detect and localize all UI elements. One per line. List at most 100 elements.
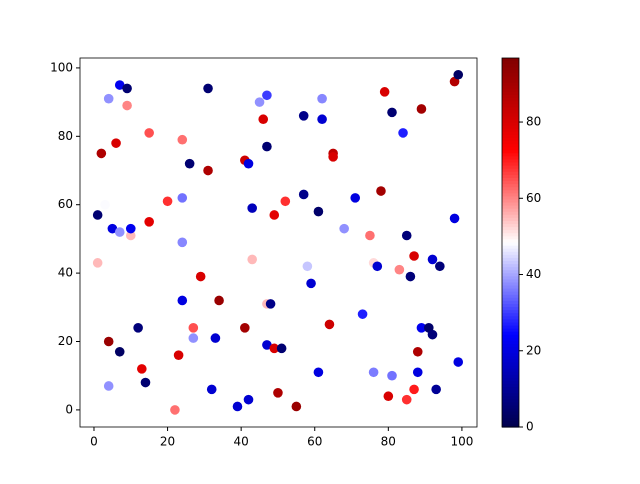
point xyxy=(203,165,213,176)
colorbar-segment xyxy=(502,128,519,133)
colorbar-segment xyxy=(502,104,519,108)
point xyxy=(405,271,416,282)
colorbar-segment xyxy=(502,267,519,271)
point xyxy=(137,364,147,374)
point xyxy=(92,210,103,220)
colorbar-segment xyxy=(502,371,519,376)
colorbar-segment xyxy=(502,184,519,188)
colorbar-segment xyxy=(502,190,519,194)
colorbar-segment xyxy=(502,325,519,330)
point xyxy=(262,90,272,101)
y-tick-label: 40 xyxy=(58,266,73,280)
colorbar-segment xyxy=(502,347,519,351)
colorbar-segment xyxy=(502,116,519,121)
colorbar-segment xyxy=(502,236,519,241)
point xyxy=(243,158,254,169)
colorbar-segment xyxy=(502,125,519,130)
point xyxy=(409,251,419,261)
colorbar-segment xyxy=(502,365,519,370)
point xyxy=(122,100,132,111)
colorbar-segment xyxy=(502,73,519,78)
colorbar-segment xyxy=(502,101,519,105)
colorbar-segment xyxy=(502,297,519,302)
point xyxy=(210,333,221,343)
x-tick-label: 80 xyxy=(381,435,396,449)
colorbar-segment xyxy=(502,67,519,71)
colorbar-segment xyxy=(502,205,519,210)
point xyxy=(306,278,316,289)
point xyxy=(103,381,114,391)
point xyxy=(431,384,441,395)
colorbar-segment xyxy=(502,177,519,182)
colorbar-segment xyxy=(502,196,519,201)
point xyxy=(427,254,438,265)
point xyxy=(195,271,206,282)
point xyxy=(357,309,368,319)
colorbar-segment xyxy=(502,264,519,268)
colorbar-segment xyxy=(502,147,519,151)
y-tick-label: 80 xyxy=(58,129,73,143)
point xyxy=(177,193,188,203)
colorbar-segment xyxy=(502,97,519,102)
y-tick-label: 100 xyxy=(50,60,73,74)
colorbar-segment xyxy=(502,82,519,87)
point xyxy=(372,261,383,272)
colorbar-segment xyxy=(502,374,519,379)
colorbar-segment xyxy=(502,76,519,81)
colorbar-segment xyxy=(502,70,519,74)
point xyxy=(144,217,154,227)
colorbar-tick-label: 60 xyxy=(526,191,541,205)
colorbar-segment xyxy=(502,224,519,228)
colorbar-segment xyxy=(502,107,519,111)
colorbar-segment xyxy=(502,334,519,339)
point xyxy=(265,299,276,309)
colorbar-segment xyxy=(502,285,519,290)
colorbar-segment xyxy=(502,110,519,114)
colorbar-segment xyxy=(502,383,519,388)
colorbar-segment xyxy=(502,328,519,333)
point xyxy=(173,350,184,360)
point xyxy=(240,323,250,333)
point xyxy=(258,114,269,125)
point xyxy=(262,340,272,350)
colorbar-segment xyxy=(502,239,519,244)
point xyxy=(302,261,313,272)
colorbar-segment xyxy=(502,199,519,204)
colorbar-segment xyxy=(502,279,519,284)
point xyxy=(365,230,375,241)
point xyxy=(313,367,324,378)
point xyxy=(398,128,408,138)
point xyxy=(317,93,327,104)
point xyxy=(368,367,379,378)
point xyxy=(394,264,405,275)
point xyxy=(409,384,419,395)
y-tick-label: 20 xyxy=(58,334,73,348)
point xyxy=(125,223,136,234)
colorbar-segment xyxy=(502,414,519,419)
colorbar-segment xyxy=(502,248,519,253)
point xyxy=(313,206,324,217)
colorbar-segment xyxy=(502,417,519,422)
colorbar-segment xyxy=(502,390,519,394)
point xyxy=(383,391,394,402)
colorbar-segment xyxy=(502,79,519,84)
colorbar-segment xyxy=(502,408,519,413)
colorbar-segment xyxy=(502,402,519,407)
colorbar-segment xyxy=(502,122,519,127)
colorbar-segment xyxy=(502,131,519,136)
point xyxy=(276,343,287,354)
colorbar-segment xyxy=(502,282,519,287)
colorbar-segment xyxy=(502,399,519,403)
point xyxy=(387,107,397,118)
colorbar-segment xyxy=(502,310,519,314)
colorbar-segment xyxy=(502,141,519,145)
colorbar-segment xyxy=(502,88,519,93)
point xyxy=(206,384,217,395)
colorbar-segment xyxy=(502,174,519,179)
colorbar-segment xyxy=(502,165,519,170)
point xyxy=(232,401,243,412)
y-tick-label: 60 xyxy=(58,197,73,211)
colorbar-segment xyxy=(502,230,519,234)
colorbar-segment xyxy=(502,257,519,262)
